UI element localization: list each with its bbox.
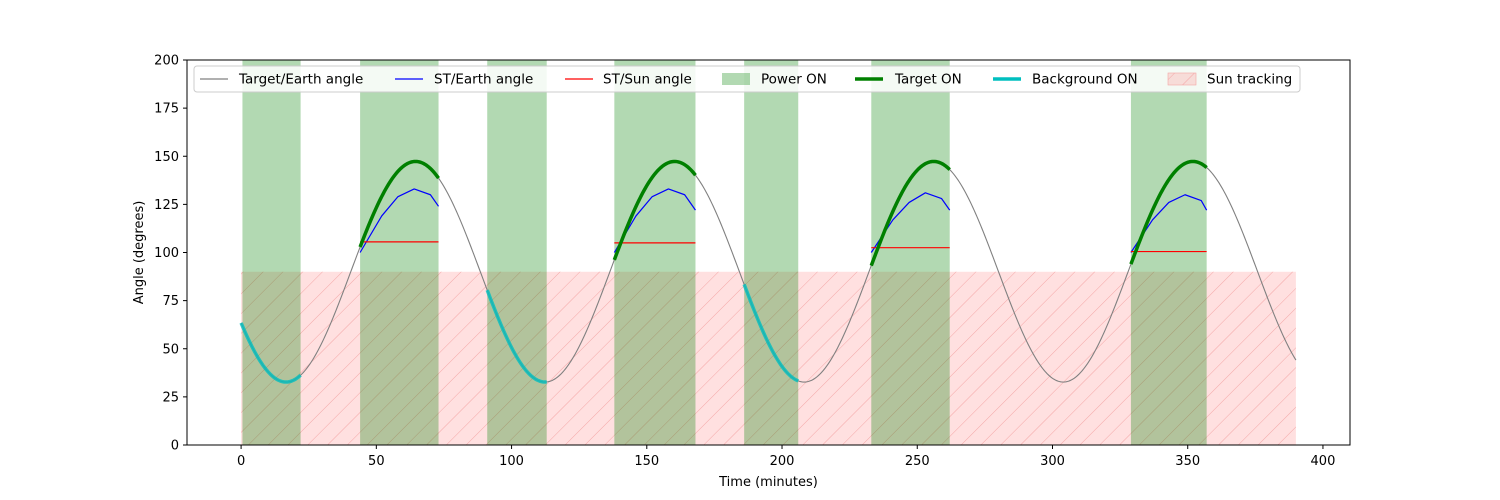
x-tick-label: 50 [368,454,385,469]
background-on-line [742,283,799,383]
x-axis-label: Time (minutes) [718,475,818,490]
y-tick-label: 175 [154,102,179,117]
legend-swatch-power-on [722,73,750,85]
target-on-line [1129,159,1208,265]
x-tick-label: 0 [237,454,245,469]
y-tick-label: 50 [162,342,179,357]
x-tick-label: 300 [1040,454,1065,469]
legend-box [193,65,1301,93]
target-on-line [869,159,951,267]
sun-tracking-hatch [241,271,1296,445]
legend-swatch-sun-tracking-hatch [1168,73,1196,85]
power-on-span [242,60,301,445]
y-tick-label: 25 [162,390,179,405]
st-earth-angle-line [1130,194,1208,253]
y-tick-label: 75 [162,294,179,309]
st-earth-angle-line [359,188,440,253]
x-tick-label: 100 [499,454,524,469]
y-tick-label: 0 [171,439,179,454]
legend-label-target-earth: Target/Earth angle [238,72,363,88]
x-tick-label: 150 [634,454,659,469]
y-tick-label: 150 [154,150,179,165]
power-on-span [360,60,439,445]
legend-label-st-sun: ST/Sun angle [603,72,692,88]
y-tick-label: 200 [154,54,179,69]
target-on-line [612,159,697,261]
power-on-span [871,60,950,445]
legend-label-st-earth: ST/Earth angle [434,72,533,88]
shaded-spans [241,60,1296,445]
legend-label-sun-tracking: Sun tracking [1207,72,1292,88]
st-earth-angle-line [870,192,951,253]
series-lines [239,159,1297,384]
x-tick-label: 200 [770,454,795,469]
power-on-span [1130,60,1207,445]
background-on-line [239,322,302,384]
y-axis-label: Angle (degrees) [132,201,147,305]
y-tick-label: 125 [154,198,179,213]
x-tick-label: 350 [1175,454,1200,469]
legend-label-power-on: Power ON [761,72,827,88]
legend-label-background-on: Background ON [1032,72,1138,88]
legend: Target/Earth angle ST/Earth angle ST/Sun… [193,65,1301,93]
axis-ticks: 0 50 100 150 200 250 300 350 400 0 25 50 75 100 125 150… [154,54,1335,470]
st-earth-angle-line [613,188,696,253]
power-on-span [744,60,799,445]
x-tick-label: 400 [1311,454,1336,469]
background-on-line [485,289,547,384]
power-on-span [487,60,547,445]
x-tick-label: 250 [905,454,930,469]
y-tick-label: 100 [154,246,179,261]
power-on-span [614,60,696,445]
legend-label-target-on: Target ON [894,72,962,88]
target-on-line [358,159,440,248]
